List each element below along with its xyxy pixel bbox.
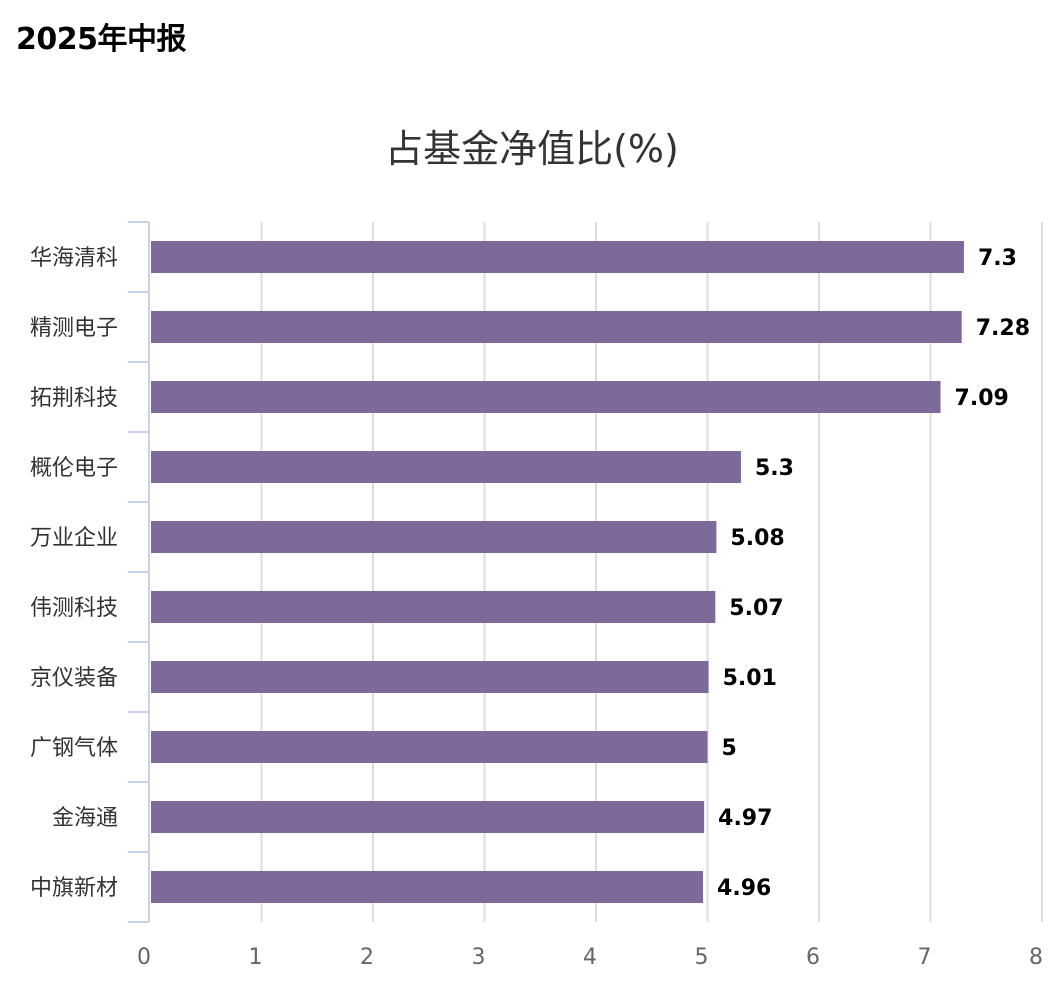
- category-label: 京仪装备: [30, 666, 118, 691]
- value-label: 7.28: [976, 316, 1030, 341]
- x-tick-label: 2: [360, 945, 374, 970]
- category-label: 伟测科技: [30, 596, 118, 621]
- bar: [151, 521, 717, 553]
- category-label: 广钢气体: [30, 736, 118, 761]
- bar: [151, 871, 704, 903]
- category-label: 概伦电子: [30, 456, 118, 481]
- bar: [151, 451, 741, 483]
- value-label: 7.09: [955, 386, 1009, 411]
- category-label: 华海清科: [30, 246, 118, 271]
- bar: [151, 311, 962, 343]
- y-axis: [128, 221, 150, 923]
- x-tick-label: 0: [137, 945, 151, 970]
- bar: [151, 241, 964, 273]
- bar: [151, 661, 709, 693]
- bar: [151, 731, 708, 763]
- value-label: 5.01: [723, 666, 777, 691]
- x-tick-label: 5: [695, 945, 709, 970]
- x-tick-label: 6: [806, 945, 820, 970]
- value-label: 5.08: [730, 526, 784, 551]
- value-label: 5.3: [755, 456, 794, 481]
- x-tick-label: 3: [472, 945, 486, 970]
- x-tick-label: 4: [583, 945, 597, 970]
- category-label: 万业企业: [30, 526, 118, 551]
- value-label: 4.96: [717, 876, 771, 901]
- value-label: 5: [722, 736, 737, 761]
- category-label: 金海通: [52, 806, 118, 831]
- value-label: 4.97: [718, 806, 772, 831]
- x-tick-label: 8: [1029, 945, 1043, 970]
- bar: [151, 801, 705, 833]
- chart-title: 占基金净值比(%): [385, 127, 679, 171]
- bar: [151, 381, 941, 413]
- page-header: 2025年中报: [16, 22, 187, 57]
- x-tick-label: 1: [249, 945, 263, 970]
- value-label: 5.07: [729, 596, 783, 621]
- labels: 0 1 2 3 4 5 6 7 8 华海清科 7.3 精测电子 7.28 拓荆科技 7.09 概伦电子 5.3 万…: [30, 246, 1043, 970]
- value-label: 7.3: [978, 246, 1017, 271]
- bars: [151, 241, 964, 903]
- x-tick-label: 7: [918, 945, 932, 970]
- bar: [151, 591, 716, 623]
- category-label: 拓荆科技: [30, 386, 118, 411]
- category-label: 中旗新材: [30, 876, 118, 901]
- category-label: 精测电子: [30, 316, 118, 341]
